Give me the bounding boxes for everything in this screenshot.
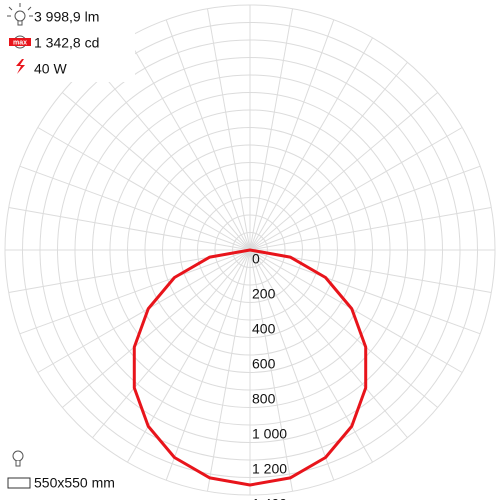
grid-spoke: [37, 249, 251, 373]
max-badge: max: [13, 39, 27, 46]
r-tick-label: 400: [252, 321, 276, 337]
intensity-curve: [132, 248, 368, 487]
grid: [4, 4, 496, 496]
grid-spoke: [249, 206, 492, 251]
curve-layer: [132, 248, 368, 487]
grid-spoke: [249, 249, 439, 408]
bulb-icon: [7, 3, 33, 26]
grid-spoke: [8, 206, 251, 251]
bulb-icon-small: [12, 450, 24, 467]
r-tick-label: 800: [252, 391, 276, 407]
r-tick-label: 1 400: [252, 496, 287, 500]
grid-spoke: [19, 249, 251, 335]
r-tick-label: 1 000: [252, 426, 287, 442]
grid-spoke: [19, 165, 251, 251]
grid-spoke: [206, 8, 251, 251]
legend: 3 998,9 lm max 1 342,8 cd 40 W: [0, 3, 135, 82]
dimensions: 550x550 mm: [34, 475, 115, 491]
grid-spoke: [165, 249, 251, 481]
grid-spoke: [206, 249, 251, 492]
footer: 550x550 mm: [7, 450, 115, 491]
power-icon: [16, 59, 25, 74]
grid-spoke: [249, 8, 294, 251]
r-tick-label: 0: [252, 251, 260, 267]
grid-spoke: [92, 61, 251, 251]
grid-spoke: [249, 61, 408, 251]
power: 40 W: [34, 61, 67, 77]
grid-spoke: [249, 37, 373, 251]
grid-spoke: [61, 92, 251, 251]
grid-spoke: [127, 37, 251, 251]
grid-spoke: [249, 249, 335, 481]
grid-spoke: [92, 249, 251, 439]
r-tick-label: 200: [252, 286, 276, 302]
grid-spoke: [249, 92, 439, 251]
grid-spoke: [249, 19, 335, 251]
grid-spoke: [249, 165, 481, 251]
intensity: 1 342,8 cd: [34, 35, 99, 51]
grid-spoke: [249, 249, 463, 373]
flux: 3 998,9 lm: [34, 9, 99, 25]
grid-spoke: [249, 249, 408, 439]
grid-spoke: [165, 19, 251, 251]
size-icon: [7, 477, 31, 489]
grid-spoke: [37, 127, 251, 251]
max-icon: max: [9, 35, 31, 49]
r-tick-label: 600: [252, 356, 276, 372]
grid-spoke: [249, 249, 294, 492]
grid-spoke: [61, 249, 251, 408]
grid-spoke: [249, 127, 463, 251]
tick-layer: 0 200 400 600 800 1 000 1 200 1 400: [252, 251, 287, 500]
r-tick-label: 1 200: [252, 461, 287, 477]
grid-spoke: [249, 249, 481, 335]
